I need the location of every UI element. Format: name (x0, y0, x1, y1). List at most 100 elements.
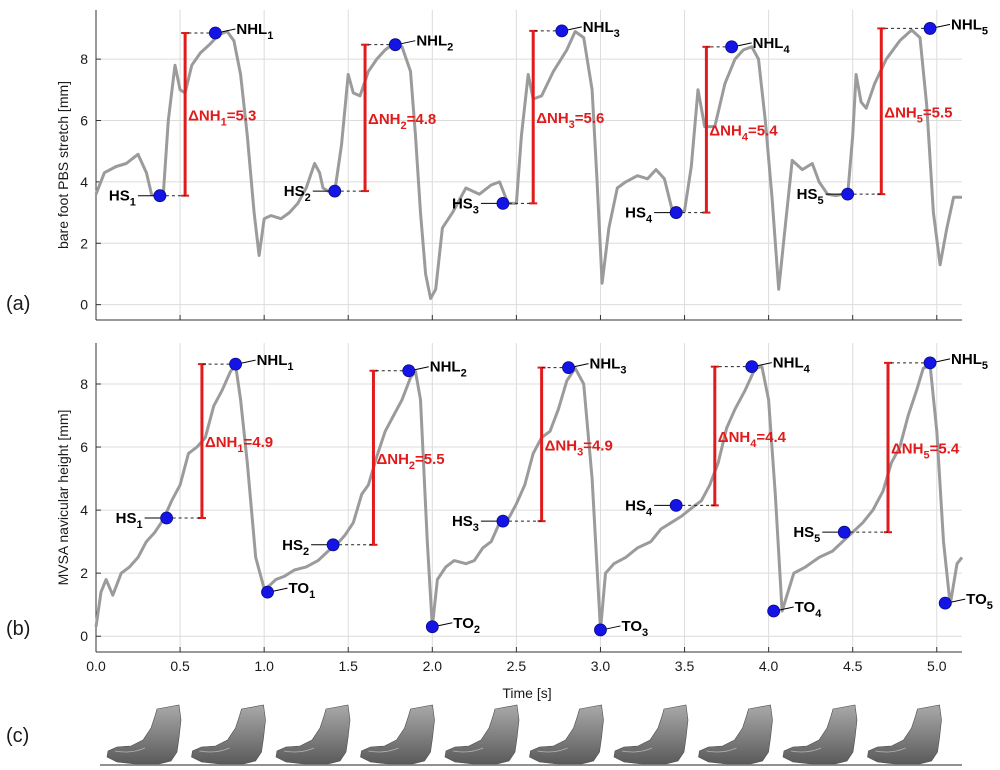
delta-nh-label: ΔNH5=5.4 (891, 441, 960, 462)
hs-label: HS1 (109, 188, 136, 209)
nhl-label: NHL3 (590, 356, 627, 377)
to-marker (594, 623, 607, 637)
marker-leader (221, 28, 236, 33)
panel-a-chart: 0 2 4 6 8 bare foot PBS stretch [mm] ΔNH1=5.3 Δ… (55, 10, 988, 321)
panel-b-chart: 0 2 4 6 8 0.0 0.5 1.0 1.5 2.0 2.5 3.0 3.5 4.0 4.5 5.0 MV… (55, 343, 993, 674)
to-marker (767, 604, 781, 618)
marker-leader (273, 587, 288, 592)
hs-label: HS5 (797, 186, 824, 207)
foot-highlight (621, 747, 653, 753)
y-tick-label: 0 (80, 297, 88, 313)
foot-model-icon (867, 704, 942, 765)
to-marker (938, 596, 952, 610)
foot-shape (698, 704, 773, 765)
foot-highlight (706, 747, 737, 753)
x-tick-label: 1.5 (338, 658, 358, 674)
hs-label: HS2 (284, 183, 311, 204)
x-tick-label: 0.0 (86, 658, 106, 674)
hs-label: HS4 (625, 497, 653, 518)
nhl-marker (229, 357, 242, 371)
hs-marker (153, 189, 167, 203)
nhl-label: NHL1 (236, 21, 273, 42)
foot-shape (275, 704, 351, 765)
series-line (94, 28, 962, 300)
series-line (94, 363, 964, 632)
foot-shape (529, 704, 604, 765)
x-tick-label: 0.5 (170, 658, 190, 674)
foot-model-icon (360, 704, 435, 765)
panel-label-a: (a) (6, 293, 30, 315)
foot-highlight (114, 747, 146, 753)
foot-model-icon (444, 704, 520, 765)
x-tick-label: 4.0 (759, 658, 779, 674)
marker-leader (935, 358, 951, 363)
foot-shape (444, 704, 520, 765)
foot-model-icon (275, 704, 351, 765)
nhl-marker (388, 38, 402, 52)
hs-marker (837, 525, 851, 539)
x-tick-label: 3.0 (591, 658, 611, 674)
delta-nh-label: ΔNH1=5.3 (188, 107, 256, 128)
y-tick-label: 0 (80, 628, 88, 644)
nhl-label: NHL2 (430, 359, 467, 380)
foot-highlight (537, 747, 568, 753)
x-tick-label: 5.0 (927, 658, 947, 674)
foot-shape (106, 704, 182, 765)
nhl-marker (402, 364, 416, 378)
marker-leader (414, 366, 429, 371)
hs-marker (669, 206, 683, 219)
foot-model-icon (529, 704, 604, 765)
y-tick-label: 6 (80, 112, 88, 128)
hs-marker (496, 196, 510, 210)
delta-nh-label: ΔNH5=5.5 (884, 104, 952, 125)
foot-shape (360, 704, 435, 765)
foot-highlight (790, 747, 822, 753)
delta-nh-label: ΔNH3=4.9 (545, 437, 613, 458)
nhl-label: NHL5 (951, 16, 988, 37)
to-marker (261, 585, 274, 599)
hs-marker (669, 498, 683, 512)
marker-leader (757, 362, 772, 367)
y-tick-label: 2 (80, 565, 88, 581)
marker-leader (567, 26, 582, 31)
nhl-marker (562, 361, 575, 374)
delta-nh-label: ΔNH3=5.6 (536, 110, 604, 131)
nhl-label: NHL5 (951, 351, 988, 372)
y-tick-label: 8 (80, 376, 88, 392)
foot-shape (867, 704, 942, 765)
y-axis-label: bare foot PBS stretch [mm] (55, 81, 71, 249)
nhl-marker (725, 40, 739, 54)
hs-label: HS2 (282, 537, 309, 558)
x-tick-label: 1.0 (254, 658, 274, 674)
delta-nh-label: ΔNH1=4.9 (205, 434, 273, 455)
y-tick-label: 6 (80, 439, 88, 455)
foot-model-icon (106, 704, 182, 765)
x-tick-label: 4.5 (843, 658, 863, 674)
marker-leader (241, 359, 256, 364)
x-tick-label: 2.5 (507, 658, 527, 674)
x-axis-label: Time [s] (502, 685, 551, 701)
to-label: TO1 (289, 580, 316, 601)
x-tick-label: 2.0 (423, 658, 443, 674)
hs-label: HS5 (793, 524, 820, 545)
marker-leader (606, 625, 621, 630)
hs-label: HS3 (452, 513, 479, 534)
nhl-label: NHL1 (257, 352, 294, 373)
y-axis-label: MVSA navicular height [mm] (55, 410, 71, 586)
nhl-label: NHL4 (773, 355, 811, 376)
foot-shape (782, 704, 858, 765)
delta-nh-label: ΔNH2=4.8 (368, 111, 436, 132)
delta-nh-label: ΔNH2=5.5 (376, 451, 444, 472)
delta-nh-label: ΔNH4=4.4 (718, 429, 787, 450)
foot-model-icon (191, 704, 266, 765)
foot-highlight (199, 747, 230, 753)
foot-shape (191, 704, 266, 765)
hs-marker (160, 511, 174, 525)
foot-model-icon (782, 704, 858, 765)
hs-marker (326, 538, 340, 552)
marker-leader (935, 23, 951, 28)
foot-highlight (283, 747, 315, 753)
y-tick-label: 2 (80, 235, 88, 251)
nhl-label: NHL4 (753, 35, 791, 56)
